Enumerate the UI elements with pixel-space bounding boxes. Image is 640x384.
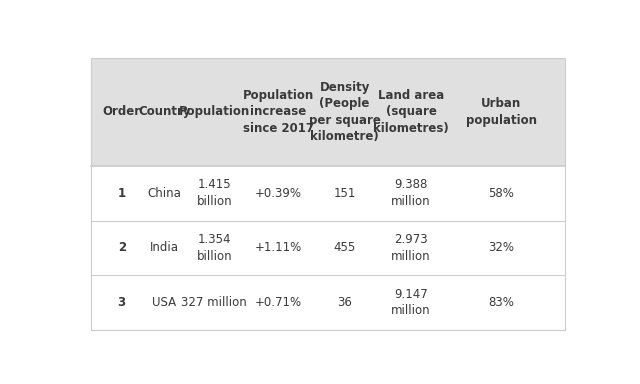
Text: 32%: 32% xyxy=(488,242,514,254)
Text: 58%: 58% xyxy=(488,187,514,200)
Text: +1.11%: +1.11% xyxy=(255,242,302,254)
Text: Country: Country xyxy=(138,105,191,118)
Text: 1.354
billion: 1.354 billion xyxy=(196,233,232,263)
Text: +0.71%: +0.71% xyxy=(255,296,302,309)
Text: Urban
population: Urban population xyxy=(465,97,536,127)
Text: 36: 36 xyxy=(337,296,352,309)
Text: USA: USA xyxy=(152,296,177,309)
Text: 327 million: 327 million xyxy=(181,296,247,309)
Text: China: China xyxy=(147,187,181,200)
Text: India: India xyxy=(150,242,179,254)
Text: Population: Population xyxy=(179,105,250,118)
Text: 2: 2 xyxy=(118,242,126,254)
Text: Order: Order xyxy=(102,105,141,118)
Text: Land area
(square
kilometres): Land area (square kilometres) xyxy=(373,89,449,135)
Text: 3: 3 xyxy=(118,296,126,309)
Text: 1.415
billion: 1.415 billion xyxy=(196,179,232,208)
Text: Density
(People
per square
kilometre): Density (People per square kilometre) xyxy=(308,81,381,143)
Text: 9.147
million: 9.147 million xyxy=(391,288,431,317)
Text: 455: 455 xyxy=(333,242,356,254)
Text: 151: 151 xyxy=(333,187,356,200)
Text: 2.973
million: 2.973 million xyxy=(391,233,431,263)
Text: 1: 1 xyxy=(118,187,126,200)
Text: 9.388
million: 9.388 million xyxy=(391,179,431,208)
Text: 83%: 83% xyxy=(488,296,514,309)
Text: +0.39%: +0.39% xyxy=(255,187,301,200)
Bar xyxy=(91,58,565,166)
Text: Population
increase
since 2017: Population increase since 2017 xyxy=(243,89,314,135)
